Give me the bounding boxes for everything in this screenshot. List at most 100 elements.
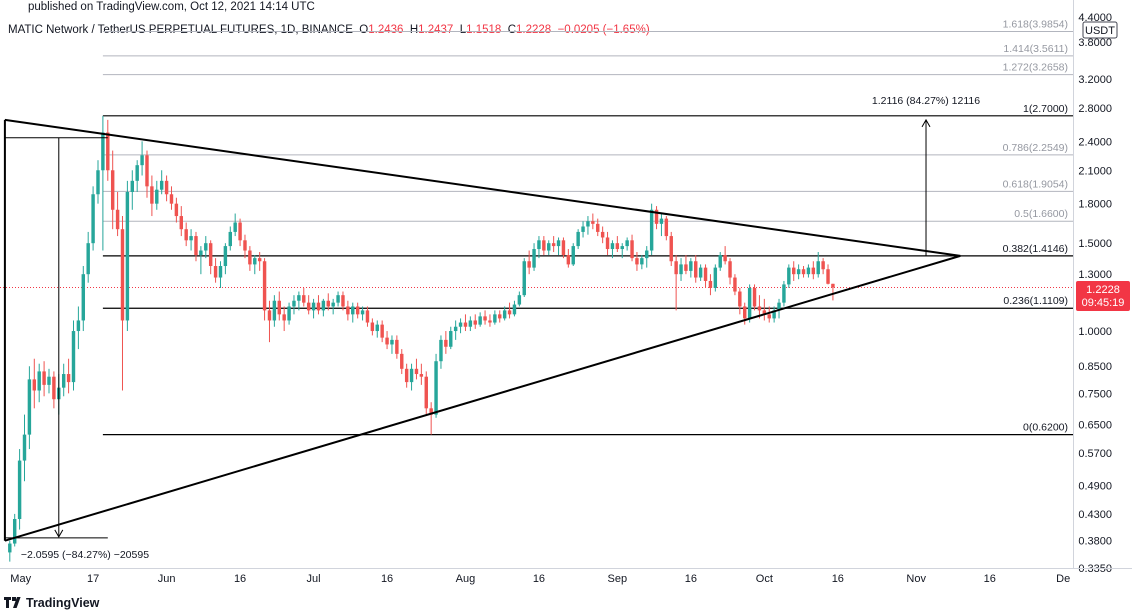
candle-body <box>801 269 806 275</box>
candle-body <box>576 231 580 247</box>
candle-body <box>752 287 757 307</box>
candle-body <box>208 243 213 267</box>
candle-body <box>233 222 237 232</box>
price-tick-label: 0.7500 <box>1078 388 1112 400</box>
time-tick-label: Jul <box>307 573 321 585</box>
candle-body <box>130 180 135 192</box>
time-tick-label: Nov <box>906 573 926 585</box>
candle-body <box>747 287 752 319</box>
symbol-legend: MATIC Network / TetherUS PERPETUAL FUTUR… <box>8 24 650 36</box>
fib-level-label: 0.382(1.4146) <box>1003 243 1068 255</box>
triangle-upper-trendline <box>4 118 961 257</box>
candle-body <box>782 284 786 303</box>
time-tick-label: Jun <box>158 573 176 585</box>
candle-body <box>37 371 41 391</box>
candle-body <box>223 246 228 267</box>
time-axis: May 17 Jun 16 Jul 16 Aug 16 Sep 16 Oct 16 Nov 16 De <box>0 568 1132 585</box>
candle-body <box>140 155 144 166</box>
price-tick-label: 0.4300 <box>1078 509 1112 521</box>
candle-body <box>483 316 487 321</box>
candle-body <box>385 337 389 345</box>
price-tick-label: 3.2000 <box>1078 74 1112 86</box>
price-tick-label: 2.1000 <box>1078 165 1112 177</box>
candle-body <box>831 283 835 288</box>
candle-body <box>17 460 22 520</box>
candle-body <box>640 258 644 265</box>
time-tick-label: 16 <box>685 573 697 585</box>
candle-body <box>547 243 551 251</box>
ohlc-close-value: 1.2228 <box>516 24 552 36</box>
candle-body <box>297 295 301 301</box>
price-tick-label: 0.5700 <box>1078 448 1112 460</box>
candle-body <box>434 361 438 415</box>
candle-body <box>292 300 296 307</box>
candle-body <box>321 300 326 311</box>
fib-level-label: 1(2.7000) <box>1023 103 1068 115</box>
candle-body <box>551 243 556 247</box>
triangle-lower-trendline <box>4 254 961 542</box>
candle-body <box>272 300 277 321</box>
last-price-value: 1.2228 <box>1086 284 1120 296</box>
candle-body <box>346 306 350 315</box>
candle-body <box>816 261 820 275</box>
tradingview-brand: TradingView <box>4 596 99 611</box>
fib-level-label: 1.272(3.2658) <box>1003 62 1068 74</box>
candle-body <box>498 314 502 319</box>
candle-body <box>228 231 232 247</box>
candle-body <box>738 291 742 307</box>
fib-retracement-lines: 1.618(3.9854) 1.414(3.5611) 1.272(3.2658) 1… <box>0 18 1073 436</box>
price-tick-label: 2.8000 <box>1078 103 1112 115</box>
candle-body <box>708 280 713 288</box>
price-tick-label: 1.3000 <box>1078 269 1112 281</box>
candle-body <box>311 302 316 311</box>
candle-body <box>375 324 379 332</box>
candle-body <box>488 320 492 323</box>
pole-arrow-icon <box>54 529 64 538</box>
candle-body <box>703 267 708 281</box>
price-change: −0.0205 (−1.65%) <box>557 24 650 36</box>
candle-body <box>262 261 267 311</box>
candle-body <box>306 302 311 311</box>
candle-body <box>400 353 404 369</box>
candle-body <box>796 269 801 275</box>
candle-body <box>341 295 345 307</box>
price-tick-label: 0.3800 <box>1078 536 1112 548</box>
price-tick-label: 1.8000 <box>1078 199 1112 211</box>
candle-body <box>66 374 71 383</box>
candle-body <box>91 194 95 244</box>
candle-body <box>61 374 66 388</box>
candle-body <box>390 339 394 345</box>
candle-body <box>380 324 384 338</box>
candle-body <box>826 269 830 284</box>
candle-body <box>478 316 482 325</box>
time-tick-label: Oct <box>756 573 773 585</box>
candle-body <box>507 310 512 315</box>
candle-body <box>532 249 536 268</box>
candle-body <box>659 218 664 224</box>
candle-body <box>429 408 433 415</box>
brand-name: TradingView <box>26 596 100 610</box>
candle-body <box>106 132 110 171</box>
candle-body <box>169 194 174 204</box>
candle-body <box>777 302 781 311</box>
candle-body <box>689 261 693 271</box>
candle-body <box>409 368 414 383</box>
candle-body <box>213 266 218 278</box>
candle-body <box>326 300 330 307</box>
currency-badge[interactable] <box>1082 21 1118 39</box>
candle-body <box>713 267 718 288</box>
price-axis: USDT 1.2228 09:45:19 4.4000 3.8000 3.2000 2… <box>1073 0 1130 575</box>
bar-countdown: 09:45:19 <box>1082 297 1125 309</box>
fib-level-label: 0(0.6200) <box>1023 422 1068 434</box>
candle-body <box>395 339 399 354</box>
candle-body <box>199 250 203 256</box>
time-tick-label: 16 <box>381 573 393 585</box>
candle-body <box>605 237 610 250</box>
candle-body <box>96 170 100 195</box>
candle-body <box>600 231 605 238</box>
candle-body <box>654 209 659 224</box>
candle-body <box>248 250 252 265</box>
candle-body <box>120 229 125 321</box>
candle-body <box>468 320 473 327</box>
